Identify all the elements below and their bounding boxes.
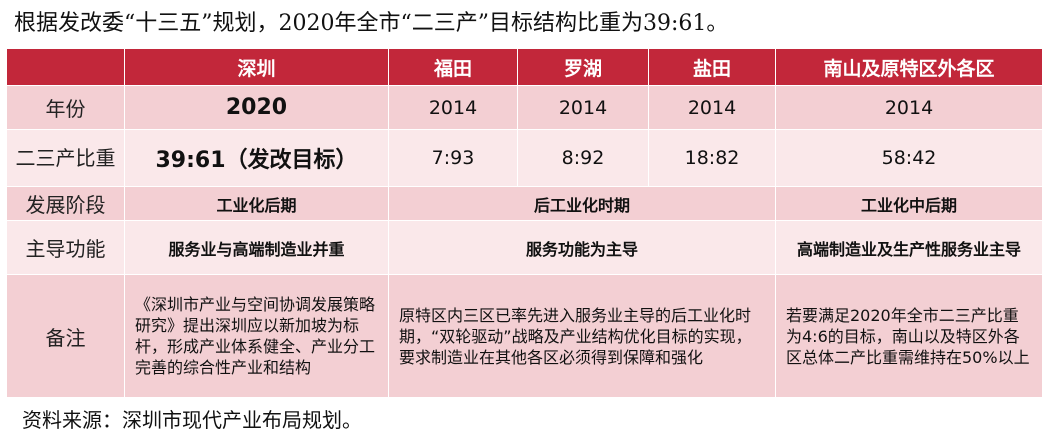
cell-year-futian: 2014 xyxy=(388,85,518,130)
cell-note-nanshan: 若要满足2020年全市二三产比重为4:6的目标，南山以及特区外各区总体二产比重需… xyxy=(775,274,1043,398)
cell-function-inner-districts: 服务功能为主导 xyxy=(388,220,776,275)
header-cell-nanshan: 南山及原特区外各区 xyxy=(775,48,1043,86)
cell-stage-nanshan: 工业化中后期 xyxy=(775,186,1043,221)
table-row-year: 年份 2020 2014 2014 2014 2014 xyxy=(6,85,1043,130)
source-note: 资料来源：深圳市现代产业布局规划。 xyxy=(22,408,362,432)
row-label-note: 备注 xyxy=(6,274,125,398)
cell-function-shenzhen: 服务业与高端制造业并重 xyxy=(124,220,389,275)
cell-ratio-yantian: 18:82 xyxy=(648,129,776,187)
row-label-stage: 发展阶段 xyxy=(6,186,125,221)
header-cell-empty xyxy=(6,48,125,86)
cell-ratio-luohu: 8:92 xyxy=(517,129,649,187)
cell-ratio-futian: 7:93 xyxy=(388,129,518,187)
industry-structure-table: 深圳 福田 罗湖 盐田 南山及原特区外各区 年份 2020 2014 2014 … xyxy=(6,48,1043,398)
cell-ratio-nanshan: 58:42 xyxy=(775,129,1043,187)
table-header-row: 深圳 福田 罗湖 盐田 南山及原特区外各区 xyxy=(6,48,1043,86)
table-row-note: 备注 《深圳市产业与空间协调发展策略研究》提出深圳应以新加坡为标杆，形成产业体系… xyxy=(6,274,1043,398)
cell-note-shenzhen: 《深圳市产业与空间协调发展策略研究》提出深圳应以新加坡为标杆，形成产业体系健全、… xyxy=(124,274,389,398)
cell-function-nanshan: 高端制造业及生产性服务业主导 xyxy=(775,220,1043,275)
cell-stage-inner-districts: 后工业化时期 xyxy=(388,186,776,221)
cell-ratio-shenzhen: 39:61（发改目标） xyxy=(124,129,389,187)
cell-note-inner-districts: 原特区内三区已率先进入服务业主导的后工业化时期，“双轮驱动”战略及产业结构优化目… xyxy=(388,274,776,398)
header-cell-futian: 福田 xyxy=(388,48,518,86)
header-cell-shenzhen: 深圳 xyxy=(124,48,389,86)
cell-year-yantian: 2014 xyxy=(648,85,776,130)
row-label-year: 年份 xyxy=(6,85,125,130)
row-label-ratio: 二三产比重 xyxy=(6,129,125,187)
cell-year-shenzhen: 2020 xyxy=(124,85,389,130)
table-row-stage: 发展阶段 工业化后期 后工业化时期 工业化中后期 xyxy=(6,186,1043,221)
cell-year-luohu: 2014 xyxy=(517,85,649,130)
row-label-function: 主导功能 xyxy=(6,220,125,275)
cell-stage-shenzhen: 工业化后期 xyxy=(124,186,389,221)
row-label-ratio-text: 二三产比重 xyxy=(15,146,116,170)
table-row-function: 主导功能 服务业与高端制造业并重 服务功能为主导 高端制造业及生产性服务业主导 xyxy=(6,220,1043,275)
header-cell-yantian: 盐田 xyxy=(648,48,776,86)
header-cell-luohu: 罗湖 xyxy=(517,48,649,86)
cell-year-nanshan: 2014 xyxy=(775,85,1043,130)
table-row-ratio: 二三产比重 39:61（发改目标） 7:93 8:92 18:82 58:42 xyxy=(6,129,1043,187)
page-title: 根据发改委“十三五”规划，2020年全市“二三产”目标结构比重为39:61。 xyxy=(14,11,729,36)
